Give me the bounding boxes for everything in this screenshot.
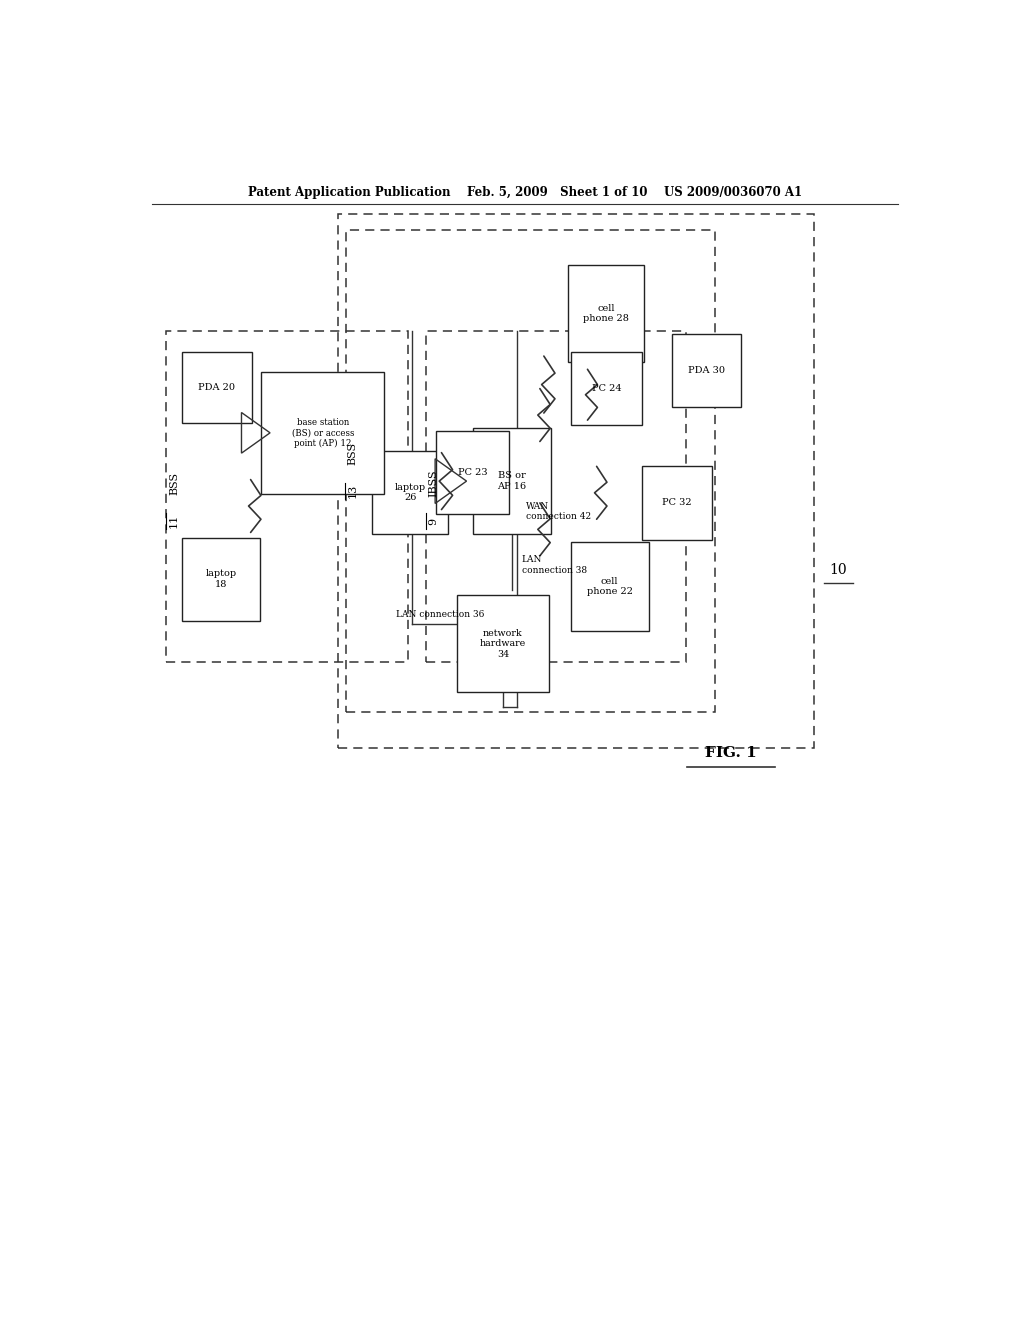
Text: BS or
AP 16: BS or AP 16 (498, 471, 526, 491)
Text: network
hardware
34: network hardware 34 (480, 628, 526, 659)
Text: BSS: BSS (169, 473, 179, 495)
Text: cell
phone 22: cell phone 22 (587, 577, 633, 597)
Bar (672, 334, 741, 408)
Text: Patent Application Publication    Feb. 5, 2009   Sheet 1 of 10    US 2009/003607: Patent Application Publication Feb. 5, 2… (248, 186, 802, 199)
Bar (436, 430, 509, 515)
Text: 10: 10 (829, 564, 847, 577)
Text: FIG. 1: FIG. 1 (706, 746, 757, 760)
Text: PDA 20: PDA 20 (199, 383, 236, 392)
Bar (182, 537, 260, 620)
Bar (642, 466, 712, 540)
Text: PDA 30: PDA 30 (688, 367, 725, 375)
Bar (568, 265, 644, 362)
Text: PC 32: PC 32 (663, 499, 692, 507)
Text: laptop
26: laptop 26 (394, 483, 426, 503)
Bar (166, 331, 409, 661)
Bar (182, 351, 252, 422)
Text: LAN
connection 38: LAN connection 38 (521, 556, 587, 574)
Bar (373, 451, 447, 535)
Text: PC 24: PC 24 (592, 384, 622, 392)
Bar (346, 230, 715, 713)
Text: 11: 11 (169, 513, 179, 528)
Text: BSS: BSS (347, 442, 357, 465)
Bar (473, 428, 551, 535)
Text: WAN
connection 42: WAN connection 42 (526, 502, 591, 521)
Text: laptop
18: laptop 18 (205, 569, 237, 589)
Bar (570, 541, 648, 631)
Bar (338, 214, 814, 748)
Bar (458, 595, 549, 692)
Text: LAN connection 36: LAN connection 36 (396, 610, 485, 619)
Text: 9: 9 (428, 517, 438, 525)
Bar (570, 351, 642, 425)
Text: base station
(BS) or access
point (AP) 12: base station (BS) or access point (AP) 1… (292, 418, 354, 447)
Text: cell
phone 28: cell phone 28 (584, 304, 629, 323)
Bar (261, 372, 384, 494)
Text: IBSS: IBSS (428, 470, 438, 498)
Bar (426, 331, 686, 661)
Text: PC 23: PC 23 (458, 469, 487, 477)
Text: 13: 13 (347, 483, 357, 498)
